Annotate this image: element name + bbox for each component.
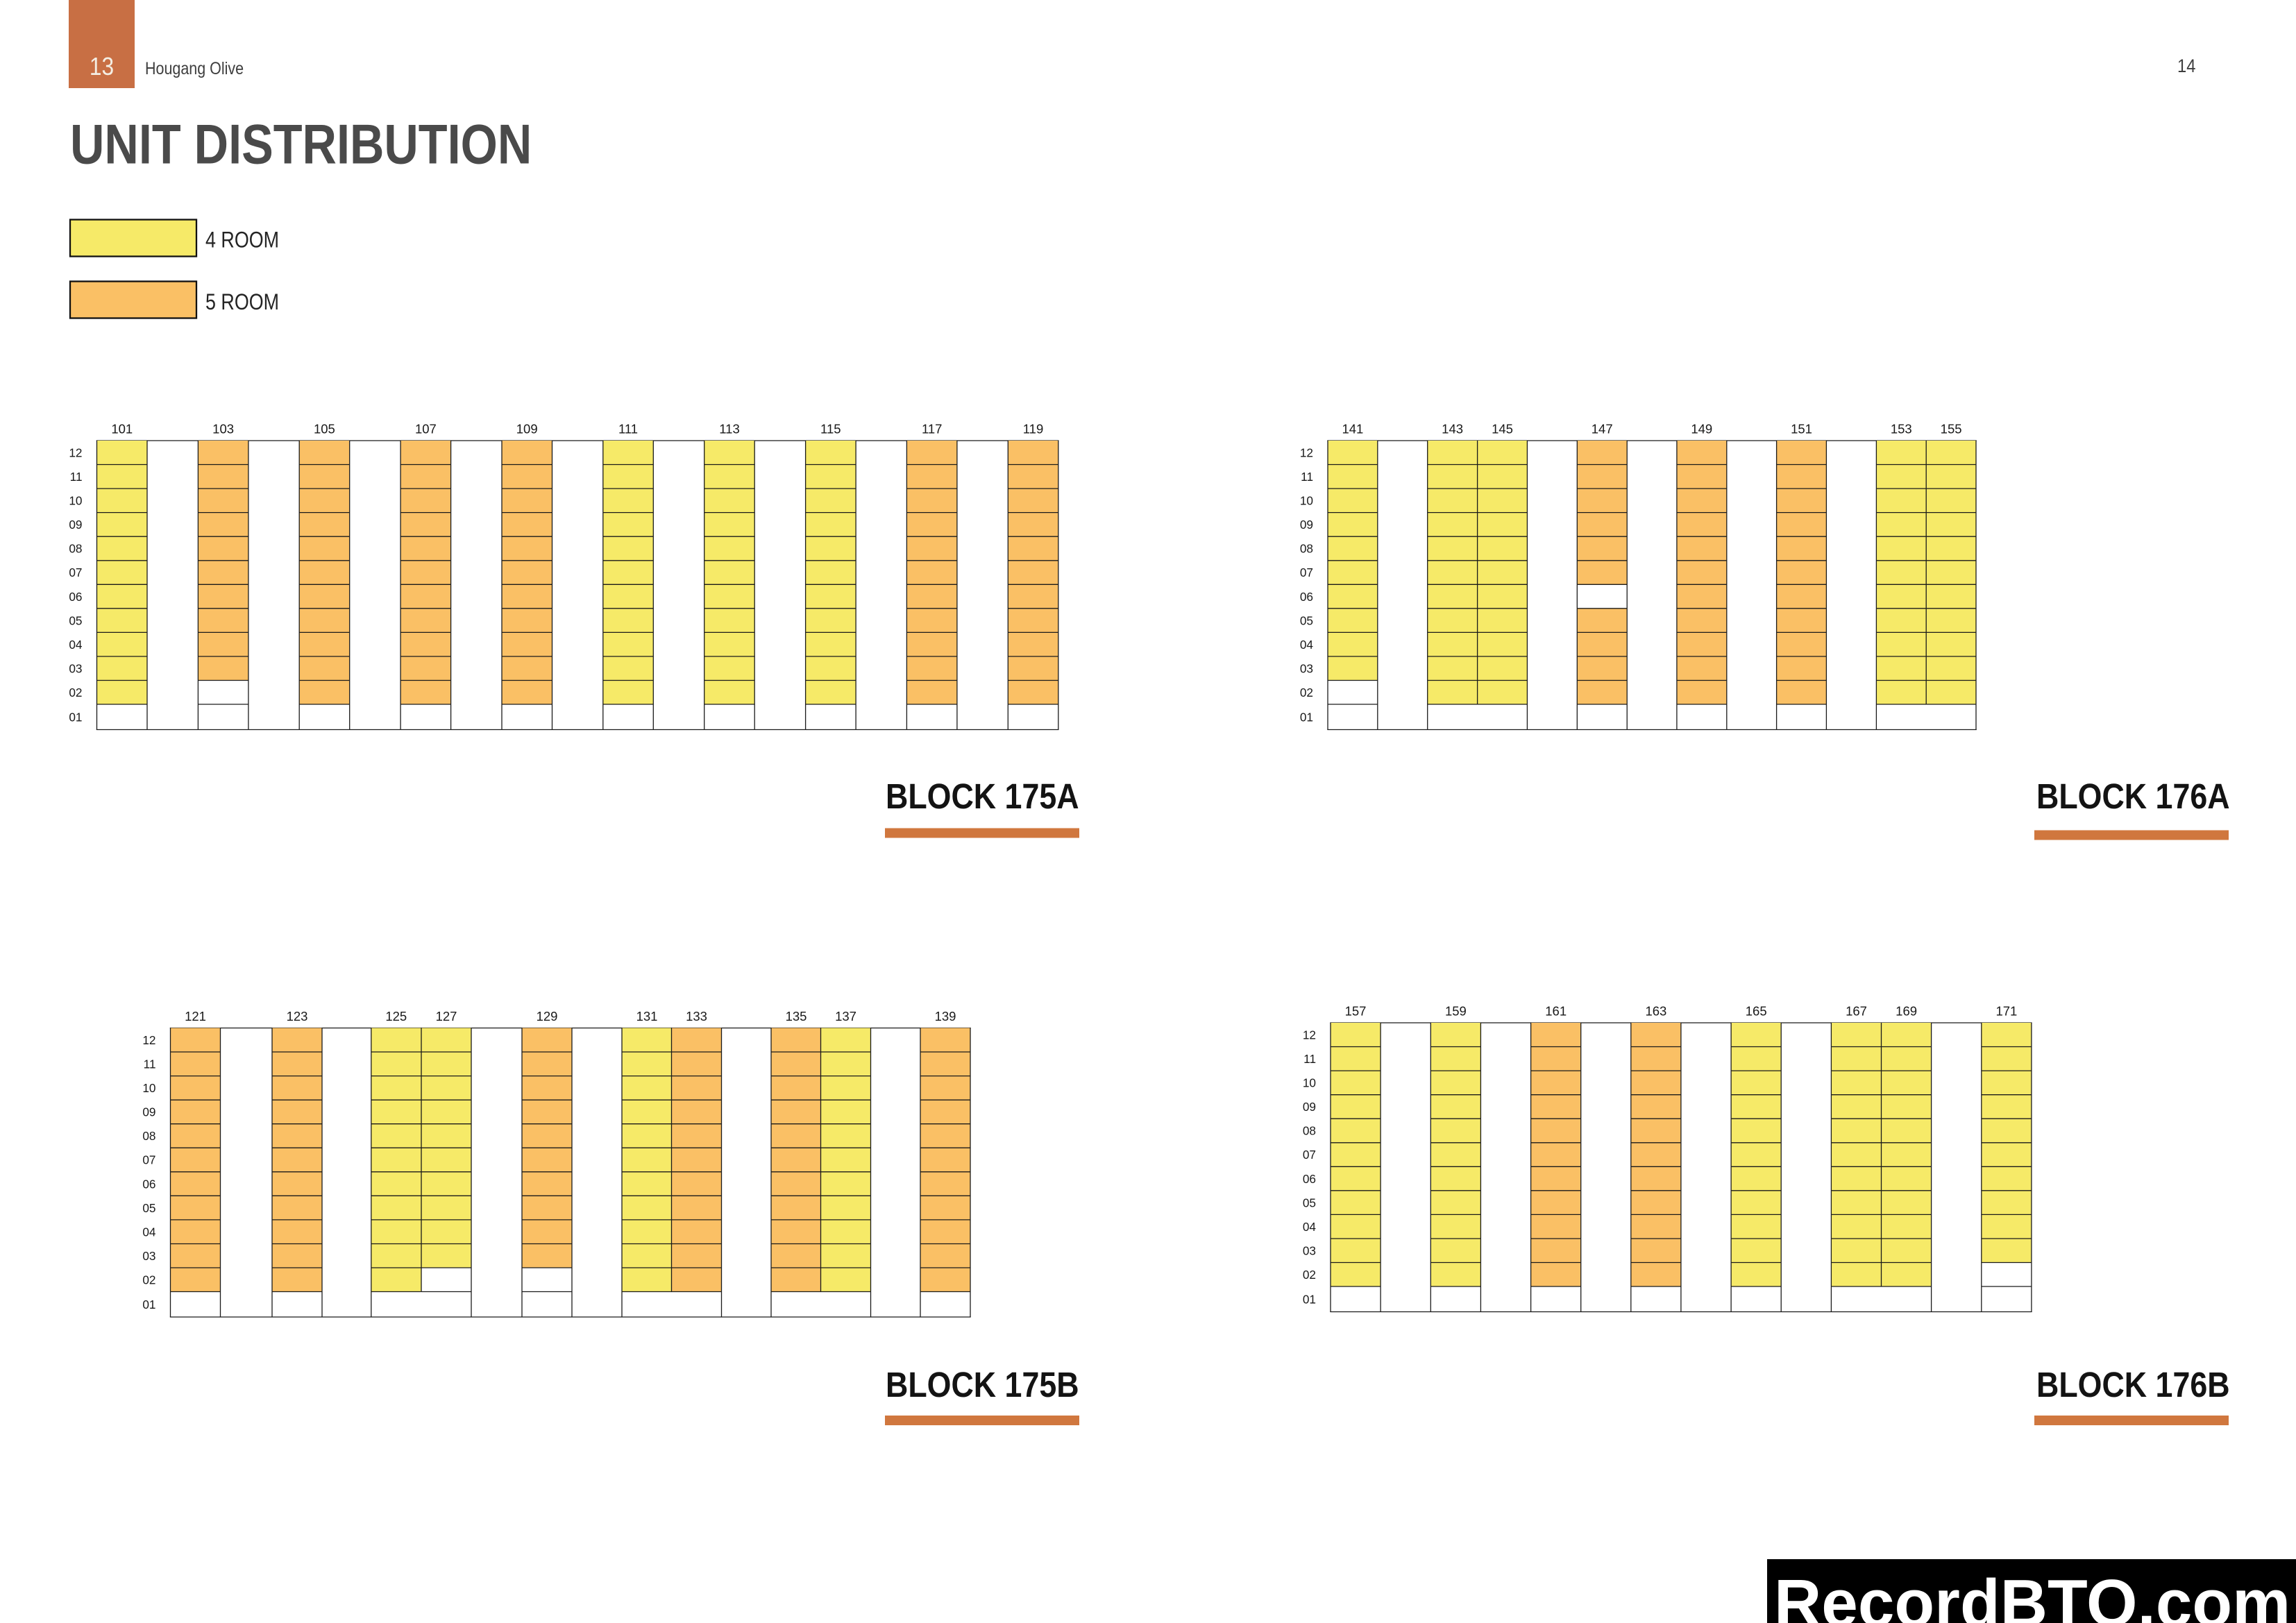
svg-text:135: 135 [786,1009,807,1023]
svg-text:04: 04 [1303,1220,1317,1234]
svg-text:04: 04 [1300,638,1314,652]
svg-text:157: 157 [1345,1004,1367,1019]
svg-text:12: 12 [142,1033,155,1047]
svg-text:121: 121 [185,1009,206,1023]
svg-text:05: 05 [69,613,82,627]
svg-text:103: 103 [212,422,234,436]
svg-text:127: 127 [436,1009,457,1023]
svg-text:4 ROOM: 4 ROOM [205,228,279,253]
svg-text:123: 123 [287,1009,308,1023]
svg-text:109: 109 [516,422,538,436]
svg-text:03: 03 [142,1249,155,1263]
svg-text:5 ROOM: 5 ROOM [205,290,279,315]
svg-text:117: 117 [922,422,943,436]
svg-text:09: 09 [69,518,82,532]
svg-text:165: 165 [1746,1004,1767,1019]
svg-text:151: 151 [1791,422,1812,436]
svg-text:10: 10 [1303,1076,1316,1090]
svg-text:02: 02 [142,1273,155,1287]
svg-text:163: 163 [1645,1004,1666,1019]
svg-text:119: 119 [1023,422,1044,436]
svg-text:131: 131 [636,1009,658,1023]
svg-text:113: 113 [719,422,740,436]
svg-text:147: 147 [1592,422,1613,436]
svg-text:141: 141 [1342,422,1363,436]
svg-text:06: 06 [142,1177,155,1191]
svg-text:UNIT DISTRIBUTION: UNIT DISTRIBUTION [70,112,532,176]
svg-text:09: 09 [1300,518,1313,532]
svg-text:05: 05 [1303,1196,1316,1209]
svg-text:107: 107 [415,422,437,436]
svg-text:06: 06 [69,590,82,604]
svg-text:07: 07 [69,566,82,579]
svg-text:12: 12 [1300,446,1313,460]
svg-text:137: 137 [835,1009,856,1023]
svg-text:105: 105 [314,422,335,436]
svg-text:145: 145 [1492,422,1513,436]
svg-text:BLOCK 175B: BLOCK 175B [886,1366,1079,1404]
svg-text:08: 08 [1300,542,1313,556]
svg-text:06: 06 [1300,590,1313,604]
svg-text:01: 01 [142,1298,155,1311]
svg-text:10: 10 [142,1081,155,1095]
svg-text:08: 08 [1303,1124,1316,1138]
svg-text:171: 171 [1995,1004,2017,1019]
svg-text:125: 125 [385,1009,407,1023]
svg-text:111: 111 [618,422,638,436]
svg-text:02: 02 [1300,686,1313,699]
svg-text:11: 11 [1301,470,1313,484]
svg-text:RecordBTO.com: RecordBTO.com [1774,1566,2290,1623]
svg-text:11: 11 [70,470,83,484]
svg-text:01: 01 [1303,1293,1316,1307]
svg-text:129: 129 [537,1009,558,1023]
svg-text:11: 11 [1303,1052,1316,1066]
svg-text:169: 169 [1896,1004,1917,1019]
svg-text:133: 133 [686,1009,707,1023]
svg-text:149: 149 [1691,422,1712,436]
svg-text:03: 03 [69,661,82,675]
svg-text:10: 10 [1300,494,1313,508]
svg-text:139: 139 [935,1009,956,1023]
svg-text:12: 12 [69,446,82,460]
svg-text:167: 167 [1846,1004,1867,1019]
svg-text:08: 08 [142,1129,155,1143]
svg-text:14: 14 [2177,56,2195,77]
svg-text:05: 05 [1300,613,1313,627]
svg-text:BLOCK 175A: BLOCK 175A [886,777,1079,816]
svg-text:03: 03 [1300,661,1313,675]
svg-text:13: 13 [90,53,114,80]
svg-text:155: 155 [1941,422,1962,436]
svg-text:143: 143 [1442,422,1463,436]
svg-text:05: 05 [142,1201,155,1215]
svg-text:06: 06 [1303,1172,1316,1186]
svg-text:04: 04 [142,1225,156,1239]
svg-text:BLOCK 176B: BLOCK 176B [2036,1366,2230,1404]
svg-text:04: 04 [69,638,83,652]
svg-text:153: 153 [1891,422,1912,436]
svg-text:08: 08 [69,542,82,556]
svg-text:Hougang Olive: Hougang Olive [145,58,244,78]
svg-text:03: 03 [1303,1243,1316,1257]
svg-text:09: 09 [142,1105,155,1119]
svg-text:12: 12 [1303,1028,1316,1042]
svg-text:07: 07 [1303,1148,1316,1162]
svg-text:02: 02 [1303,1268,1316,1282]
svg-text:09: 09 [1303,1100,1316,1114]
svg-text:BLOCK 176A: BLOCK 176A [2036,777,2230,816]
svg-text:11: 11 [144,1057,156,1071]
svg-text:01: 01 [69,711,82,724]
svg-text:101: 101 [111,422,133,436]
svg-text:02: 02 [69,686,82,699]
svg-text:159: 159 [1445,1004,1467,1019]
svg-text:07: 07 [1300,566,1313,579]
svg-text:161: 161 [1545,1004,1567,1019]
svg-text:07: 07 [142,1153,155,1167]
svg-text:115: 115 [820,422,841,436]
svg-text:01: 01 [1300,711,1313,724]
svg-text:10: 10 [69,494,82,508]
